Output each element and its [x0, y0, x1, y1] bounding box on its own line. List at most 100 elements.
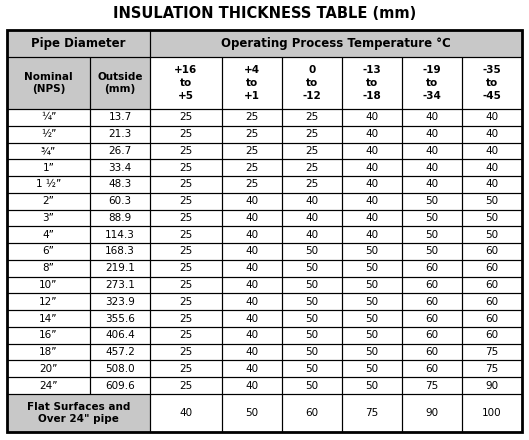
Text: 114.3: 114.3: [105, 230, 135, 240]
Bar: [342, 193, 402, 209]
Text: 2”: 2”: [42, 196, 54, 206]
Bar: [462, 293, 522, 310]
Text: 60: 60: [486, 263, 498, 273]
Bar: [222, 243, 281, 260]
Text: 40: 40: [425, 180, 439, 190]
Bar: [342, 293, 402, 310]
Bar: [150, 310, 222, 327]
Bar: [150, 344, 222, 360]
Bar: [150, 226, 222, 243]
Bar: [222, 143, 281, 159]
Bar: [281, 394, 342, 432]
Bar: [7, 310, 90, 327]
Bar: [90, 193, 150, 209]
Bar: [7, 226, 90, 243]
Text: 50: 50: [486, 230, 498, 240]
Bar: [7, 293, 90, 310]
Text: 25: 25: [179, 163, 193, 172]
Bar: [150, 57, 222, 109]
Bar: [402, 277, 462, 293]
Text: 40: 40: [245, 263, 258, 273]
Bar: [222, 260, 281, 277]
Bar: [342, 159, 402, 176]
Text: 50: 50: [365, 263, 378, 273]
Text: 20”: 20”: [39, 364, 58, 374]
Bar: [462, 176, 522, 193]
Bar: [150, 143, 222, 159]
Bar: [342, 143, 402, 159]
Bar: [7, 57, 90, 109]
Bar: [222, 226, 281, 243]
Bar: [7, 260, 90, 277]
Bar: [462, 57, 522, 109]
Bar: [150, 176, 222, 193]
Bar: [342, 226, 402, 243]
Text: 40: 40: [425, 129, 439, 139]
Bar: [90, 344, 150, 360]
Bar: [402, 360, 462, 377]
Bar: [222, 209, 281, 226]
Bar: [90, 176, 150, 193]
Bar: [222, 126, 281, 143]
Bar: [462, 176, 522, 193]
Bar: [281, 143, 342, 159]
Bar: [462, 377, 522, 394]
Bar: [462, 260, 522, 277]
Text: 50: 50: [305, 364, 318, 374]
Text: -19
to
-34: -19 to -34: [423, 65, 441, 101]
Bar: [7, 293, 90, 310]
Bar: [222, 360, 281, 377]
Text: 355.6: 355.6: [105, 314, 135, 323]
Bar: [150, 209, 222, 226]
Text: 25: 25: [305, 163, 318, 172]
Bar: [150, 226, 222, 243]
Bar: [462, 243, 522, 260]
Bar: [281, 193, 342, 209]
Bar: [462, 109, 522, 126]
Bar: [150, 260, 222, 277]
Bar: [402, 394, 462, 432]
Bar: [462, 126, 522, 143]
Text: 100: 100: [482, 408, 502, 418]
Bar: [150, 109, 222, 126]
Text: 25: 25: [179, 196, 193, 206]
Text: 6”: 6”: [42, 246, 54, 257]
Text: 25: 25: [245, 146, 258, 156]
Bar: [222, 176, 281, 193]
Bar: [222, 277, 281, 293]
Bar: [150, 260, 222, 277]
Bar: [342, 360, 402, 377]
Bar: [150, 159, 222, 176]
Bar: [150, 377, 222, 394]
Bar: [281, 360, 342, 377]
Bar: [462, 209, 522, 226]
Bar: [402, 209, 462, 226]
Bar: [281, 159, 342, 176]
Bar: [281, 57, 342, 109]
Text: 25: 25: [245, 163, 258, 172]
Text: 75: 75: [485, 347, 499, 357]
Text: INSULATION THICKNESS TABLE (mm): INSULATION THICKNESS TABLE (mm): [113, 7, 416, 22]
Bar: [90, 159, 150, 176]
Text: 88.9: 88.9: [108, 213, 132, 223]
Bar: [222, 327, 281, 344]
Text: 50: 50: [486, 196, 498, 206]
Bar: [222, 159, 281, 176]
Bar: [150, 344, 222, 360]
Bar: [90, 226, 150, 243]
Bar: [7, 159, 90, 176]
Bar: [150, 327, 222, 344]
Text: 75: 75: [485, 364, 499, 374]
Bar: [462, 277, 522, 293]
Bar: [342, 159, 402, 176]
Bar: [462, 293, 522, 310]
Bar: [281, 243, 342, 260]
Text: 50: 50: [425, 196, 439, 206]
Text: 50: 50: [425, 213, 439, 223]
Bar: [222, 193, 281, 209]
Text: 40: 40: [365, 213, 378, 223]
Text: 50: 50: [365, 314, 378, 323]
Bar: [342, 243, 402, 260]
Bar: [402, 126, 462, 143]
Bar: [402, 344, 462, 360]
